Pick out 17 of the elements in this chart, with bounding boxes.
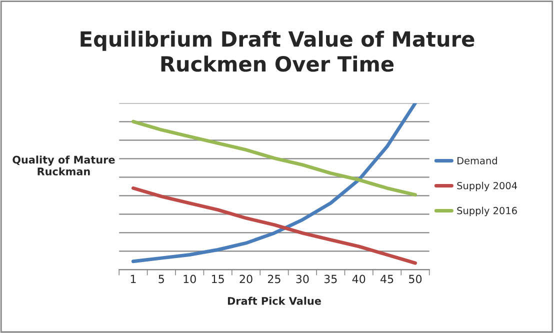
x-tick-label: 30 xyxy=(296,274,309,284)
x-tick-label: 50 xyxy=(409,274,422,284)
x-tick-label: 35 xyxy=(324,274,337,284)
legend-label: Supply 2004 xyxy=(457,182,517,192)
x-tick-label: 15 xyxy=(212,274,224,284)
x-tick-label: 1 xyxy=(130,274,136,284)
x-tick-label: 5 xyxy=(158,274,164,284)
x-tick-label: 40 xyxy=(352,274,366,284)
y-axis-title: Quality of Mature Ruckman xyxy=(12,156,115,176)
x-tick-label: 45 xyxy=(380,274,394,284)
legend-label: Demand xyxy=(458,156,497,164)
x-tick-label: 10 xyxy=(184,274,196,284)
chart-title: Equilibrium Draft Value of Mature Ruckmen Over Time xyxy=(80,30,474,72)
x-tick-label: 25 xyxy=(268,274,280,284)
legend-label: Supply 2016 xyxy=(457,206,517,216)
x-axis-title: Draft Pick Value xyxy=(228,296,321,305)
x-tick-label: 20 xyxy=(240,274,252,284)
